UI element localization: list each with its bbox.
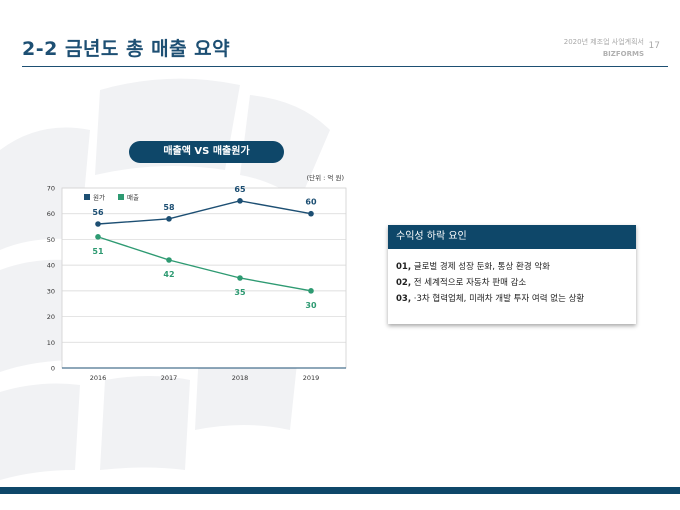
legend-label: 매출 xyxy=(127,193,139,202)
y-tick-label: 40 xyxy=(47,262,55,270)
data-point xyxy=(308,210,314,217)
x-tick-label: 2016 xyxy=(90,374,107,382)
legend-swatch xyxy=(118,194,124,200)
list-item: 02, 전 세계적으로 자동차 판매 감소 xyxy=(396,275,636,291)
plot-area xyxy=(61,187,347,369)
factor-list: 01, 글로벌 경제 성장 둔화, 통상 환경 악화 02, 전 세계적으로 자… xyxy=(388,249,636,307)
y-tick-label: 10 xyxy=(47,339,55,347)
chart-title: 매출액 VS 매출원가 xyxy=(129,141,284,163)
data-point xyxy=(166,216,172,222)
item-number: 02, xyxy=(396,278,412,288)
data-label: 65 xyxy=(234,185,246,194)
data-point xyxy=(95,234,101,240)
y-tick-label: 70 xyxy=(47,185,55,193)
profit-decline-panel: 수익성 하락 요인 01, 글로벌 경제 성장 둔화, 통상 환경 악화 02,… xyxy=(388,225,636,324)
data-point xyxy=(166,257,172,263)
legend-swatch xyxy=(84,194,90,200)
y-tick-label: 20 xyxy=(47,313,55,321)
y-tick-label: 50 xyxy=(47,236,55,244)
x-tick-label: 2017 xyxy=(161,374,178,382)
item-number: 03, xyxy=(396,294,412,304)
brand-name: BIZFORMS xyxy=(602,50,644,58)
series-line xyxy=(97,236,312,292)
x-tick-label: 2018 xyxy=(232,374,249,382)
item-number: 01, xyxy=(396,262,412,272)
page-number: 17 xyxy=(648,41,660,51)
footer-bar xyxy=(0,487,680,494)
x-tick-label: 2019 xyxy=(303,374,320,382)
data-label: 30 xyxy=(305,301,317,310)
item-text: 전 세계적으로 자동차 판매 감소 xyxy=(413,278,527,288)
header-divider xyxy=(22,66,668,67)
legend-label: 원가 xyxy=(93,193,105,202)
y-tick-label: 60 xyxy=(47,210,55,218)
list-item: 01, 글로벌 경제 성장 둔화, 통상 환경 악화 xyxy=(396,259,636,275)
unit-label: (단위 : 억 원) xyxy=(307,173,344,182)
data-label: 56 xyxy=(92,208,104,217)
data-label: 51 xyxy=(92,247,104,256)
document-name: 2020년 제조업 사업계획서 xyxy=(563,38,644,46)
panel-title: 수익성 하락 요인 xyxy=(388,225,636,249)
item-text: ·3차 협력업체, 미래차 개발 투자 여력 없는 상황 xyxy=(413,294,585,304)
data-point xyxy=(308,288,314,294)
series-line xyxy=(97,200,312,225)
list-item: 03, ·3차 협력업체, 미래차 개발 투자 여력 없는 상황 xyxy=(396,291,636,307)
item-text: 글로벌 경제 성장 둔화, 통상 환경 악화 xyxy=(413,262,550,272)
data-label: 58 xyxy=(163,203,175,212)
page-title: 2-2 금년도 총 매출 요약 xyxy=(22,38,231,60)
data-label: 60 xyxy=(305,198,317,207)
y-tick-label: 0 xyxy=(51,365,55,373)
data-point xyxy=(95,221,101,227)
data-point xyxy=(237,275,243,281)
y-tick-label: 30 xyxy=(47,287,55,295)
data-label: 35 xyxy=(234,288,246,297)
document-meta: 2020년 제조업 사업계획서 BIZFORMS xyxy=(564,36,644,60)
data-label: 42 xyxy=(163,270,174,279)
data-point xyxy=(237,198,243,204)
